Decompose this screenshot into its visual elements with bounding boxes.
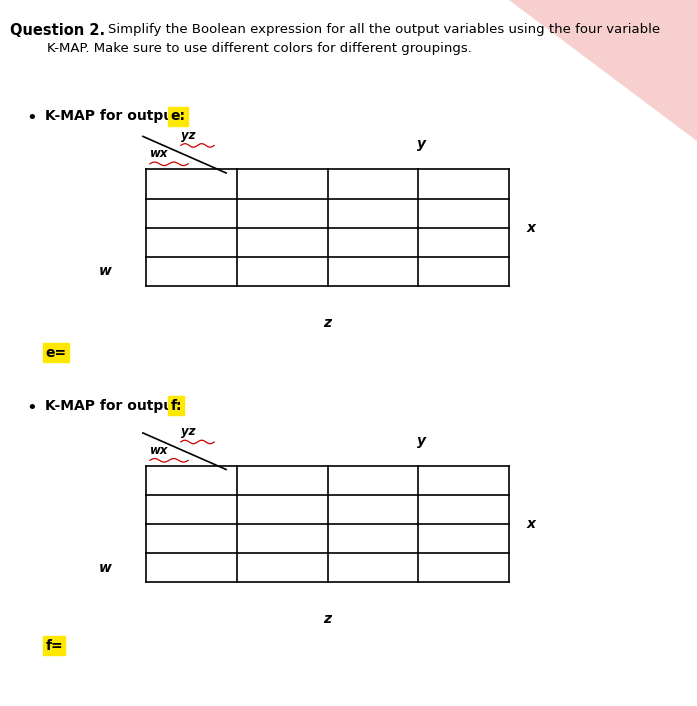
Text: Simplify the Boolean expression for all the output variables using the four vari: Simplify the Boolean expression for all … — [108, 23, 660, 35]
Text: e:: e: — [170, 109, 185, 124]
Text: •: • — [26, 109, 37, 127]
Text: yz: yz — [181, 426, 195, 438]
Text: •: • — [26, 399, 37, 417]
Text: x: x — [526, 517, 535, 531]
Text: K-MAP for output: K-MAP for output — [45, 399, 185, 413]
Text: x: x — [526, 221, 535, 234]
Polygon shape — [509, 0, 697, 141]
Text: z: z — [323, 316, 332, 330]
Text: f:: f: — [170, 399, 182, 413]
Text: wx: wx — [150, 148, 169, 160]
Text: f=: f= — [45, 639, 63, 653]
Text: Question 2.: Question 2. — [10, 23, 105, 37]
Text: yz: yz — [181, 129, 195, 142]
Text: y: y — [418, 137, 427, 151]
Text: wx: wx — [150, 444, 169, 457]
Text: K-MAP. Make sure to use different colors for different groupings.: K-MAP. Make sure to use different colors… — [47, 42, 473, 55]
Text: y: y — [418, 433, 427, 448]
Text: z: z — [323, 612, 332, 626]
Text: e=: e= — [45, 346, 66, 360]
Text: w: w — [99, 264, 112, 278]
Text: w: w — [99, 561, 112, 575]
Text: K-MAP for output: K-MAP for output — [45, 109, 185, 124]
